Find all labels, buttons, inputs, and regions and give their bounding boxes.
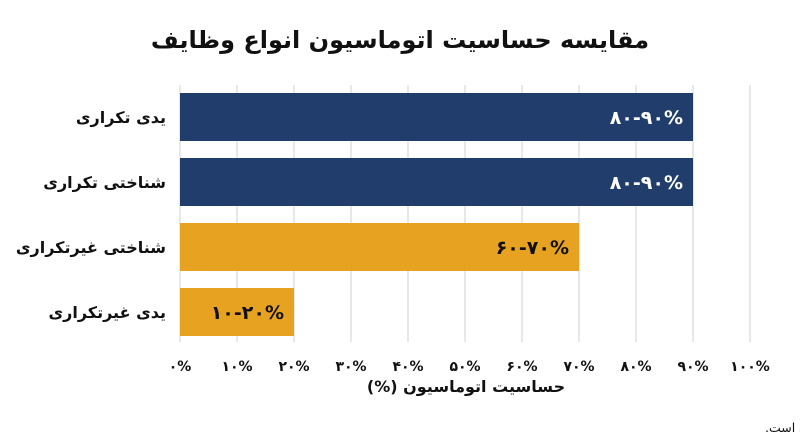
x-tick-labels: ۰% ۱۰% ۲۰% ۳۰% ۴۰% ۵۰% ۶۰% ۷۰% ۸۰% ۹۰% ۱۰۰%	[169, 359, 770, 375]
bar-layer: ۸۰-۹۰% ۸۰-۹۰% ۶۰-۷۰% ۱۰-۲۰%	[180, 93, 693, 336]
category-labels: یدی تکراری شناختی تکراری شناختی غیرتکراری ی…	[16, 108, 166, 322]
x-tick-label: ۸۰%	[620, 359, 651, 375]
footnote: توضیح: دستاوردهای اخیر هوش مصنوعی در وظا…	[765, 420, 800, 436]
x-tick-label: ۵۰%	[449, 359, 480, 375]
x-tick-label: ۷۰%	[563, 359, 594, 375]
x-tick-label: ۲۰%	[278, 359, 309, 375]
category-label: شناختی غیرتکراری	[16, 238, 166, 257]
x-axis-title: حساسیت اتوماسیون (%)	[367, 377, 565, 396]
chart-title: مقایسه حساسیت اتوماسیون انواع وظایف	[151, 26, 649, 54]
category-label: شناختی تکراری	[43, 173, 166, 192]
x-tick-label: ۰%	[169, 359, 192, 375]
bar	[180, 158, 693, 206]
bar	[180, 288, 294, 336]
bar-value-label: ۸۰-۹۰%	[610, 107, 683, 129]
x-tick-label: ۳۰%	[335, 359, 366, 375]
x-tick-label: ۴۰%	[392, 359, 423, 375]
bar	[180, 93, 693, 141]
x-tick-label: ۹۰%	[677, 359, 708, 375]
bar-value-label: ۱۰-۲۰%	[211, 302, 284, 324]
category-label: یدی غیرتکراری	[48, 303, 166, 322]
bar	[180, 223, 579, 271]
x-tick-label: ۱۰۰%	[730, 359, 770, 375]
bar-value-label: ۸۰-۹۰%	[610, 172, 683, 194]
bar-value-label: ۶۰-۷۰%	[496, 237, 569, 259]
x-tick-label: ۶۰%	[506, 359, 537, 375]
category-label: یدی تکراری	[76, 108, 166, 127]
x-tick-label: ۱۰%	[221, 359, 252, 375]
